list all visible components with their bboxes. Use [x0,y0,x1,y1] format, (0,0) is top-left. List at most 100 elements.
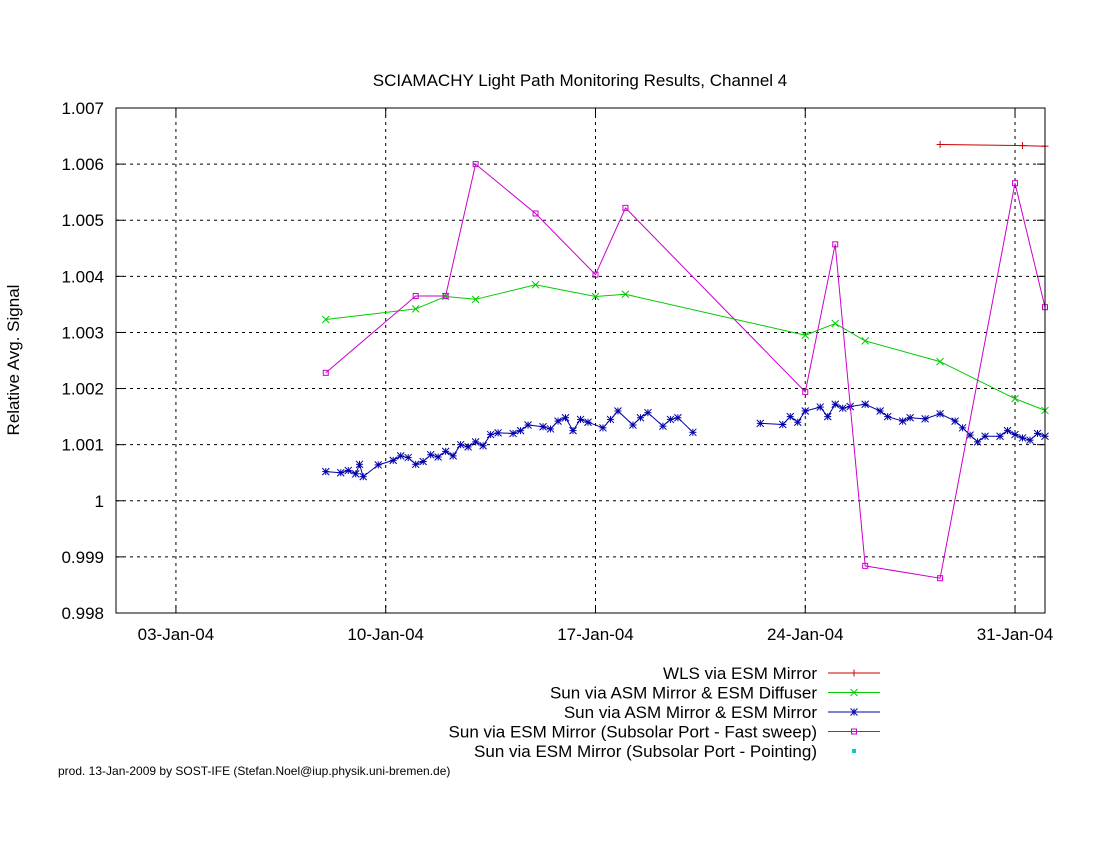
series-3-point [801,407,810,415]
series-3-point [996,432,1004,441]
series-3-point [981,432,989,441]
series-3-point [921,415,929,423]
series-4-point [622,204,629,211]
series-3-point [629,421,637,429]
series-3-point [793,418,802,427]
series-3-point [756,419,765,428]
footer-credit: prod. 13-Jan-2009 by SOST-IFE (Stefan.No… [58,764,451,778]
series-3-point [951,417,959,425]
series-3-point [404,453,413,462]
series-3-point [1018,434,1027,442]
series-3-point [898,417,907,425]
chart-title: SCIAMACHY Light Path Monitoring Results,… [373,71,788,90]
series-3-point [524,421,532,429]
series-3-point [689,428,697,437]
series-3-point [419,457,428,466]
series-3-point [1011,430,1019,439]
legend-label: Sun via ESM Mirror (Subsolar Port - Poin… [474,742,817,761]
y-tick-label: 1.001 [61,436,104,455]
y-tick-label: 1.002 [61,380,104,399]
series-3-point [321,467,330,476]
series-3-point [554,417,562,425]
series-3-point [434,453,443,461]
series-2-point [321,315,330,324]
series-3-point [936,409,944,418]
legend-marker [851,728,857,735]
y-tick-label: 1.006 [61,155,104,174]
series-4-point [862,562,869,569]
series-4-point [412,292,419,299]
series-3-point [516,426,525,435]
x-tick-label: 17-Jan-04 [557,625,634,644]
series-3-point [614,407,622,415]
series-2-point [1011,394,1019,403]
series-3-point [494,429,502,437]
series-3-point [546,425,555,433]
series-3-point [344,466,353,475]
legend-label: Sun via ASM Mirror & ESM Diffuser [550,684,817,703]
x-tick-label: 31-Jan-04 [977,625,1054,644]
series-3-point [479,441,487,450]
series-1-line [940,144,1046,147]
series-3-point [973,438,982,446]
legend-label: WLS via ESM Mirror [663,664,817,683]
axis-ticks: 0.998 0.999 1 1.001 1.002 1.003 1.004 1.005 1.00… [61,99,1053,644]
legend-label: Sun via ASM Mirror & ESM Mirror [564,703,817,722]
series-1-point [1019,142,1027,150]
series-3-point [359,472,368,481]
series-3-point [606,415,615,424]
series-3-point [674,413,682,422]
series-4-point [802,388,809,395]
x-tick-label: 10-Jan-04 [347,625,424,644]
series-3-point [876,407,885,415]
plot-frame [115,107,1046,614]
series-3-point [351,469,360,478]
series-3-point [778,420,787,429]
y-tick-label: 1 [95,492,104,511]
legend-marker [850,708,858,716]
legend-marker [852,749,856,753]
series-1-point [936,140,944,148]
series-2-point [471,295,480,304]
y-tick-label: 0.998 [61,604,104,623]
series-4-line [325,163,1046,579]
series-2-point [801,331,810,340]
series-3-point [486,430,495,439]
x-tick-label: 03-Jan-04 [138,625,215,644]
series-3-point [509,429,517,438]
series-3-point [456,440,465,449]
series-3-point [838,404,847,413]
series-3-point [389,456,398,465]
series-3-point [666,415,675,424]
x-tick-label: 24-Jan-04 [767,625,844,644]
series-3-point [355,460,364,469]
series-4-point [592,271,599,278]
series-3-point [569,426,577,435]
series-3-point [464,443,472,451]
y-axis-label: Relative Avg. Signal [4,285,23,436]
series-4-point [472,161,479,168]
legend-marker [850,688,858,697]
series-3-point [1033,429,1042,438]
series-3-point [561,413,570,422]
y-tick-label: 1.003 [61,323,104,342]
series-2-point [531,280,540,289]
y-tick-label: 1.004 [61,267,104,286]
legend-marker [850,669,858,677]
series-4-point [532,210,539,217]
y-tick-label: 1.007 [61,99,104,118]
series-3-point [336,468,345,477]
series-3-point [426,450,435,459]
series-3-point [958,423,967,432]
series-3-point [471,438,480,446]
y-tick-label: 0.999 [61,548,104,567]
series-2-point [591,292,600,301]
series-3-point [644,408,652,417]
series-3-point [1026,436,1034,445]
series-4-point [442,292,449,299]
series-4-point [322,369,329,376]
series-2-point [411,305,420,313]
grid-lines [116,108,1045,613]
